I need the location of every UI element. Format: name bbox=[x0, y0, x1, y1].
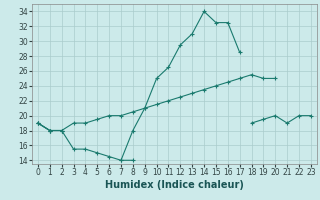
X-axis label: Humidex (Indice chaleur): Humidex (Indice chaleur) bbox=[105, 180, 244, 190]
